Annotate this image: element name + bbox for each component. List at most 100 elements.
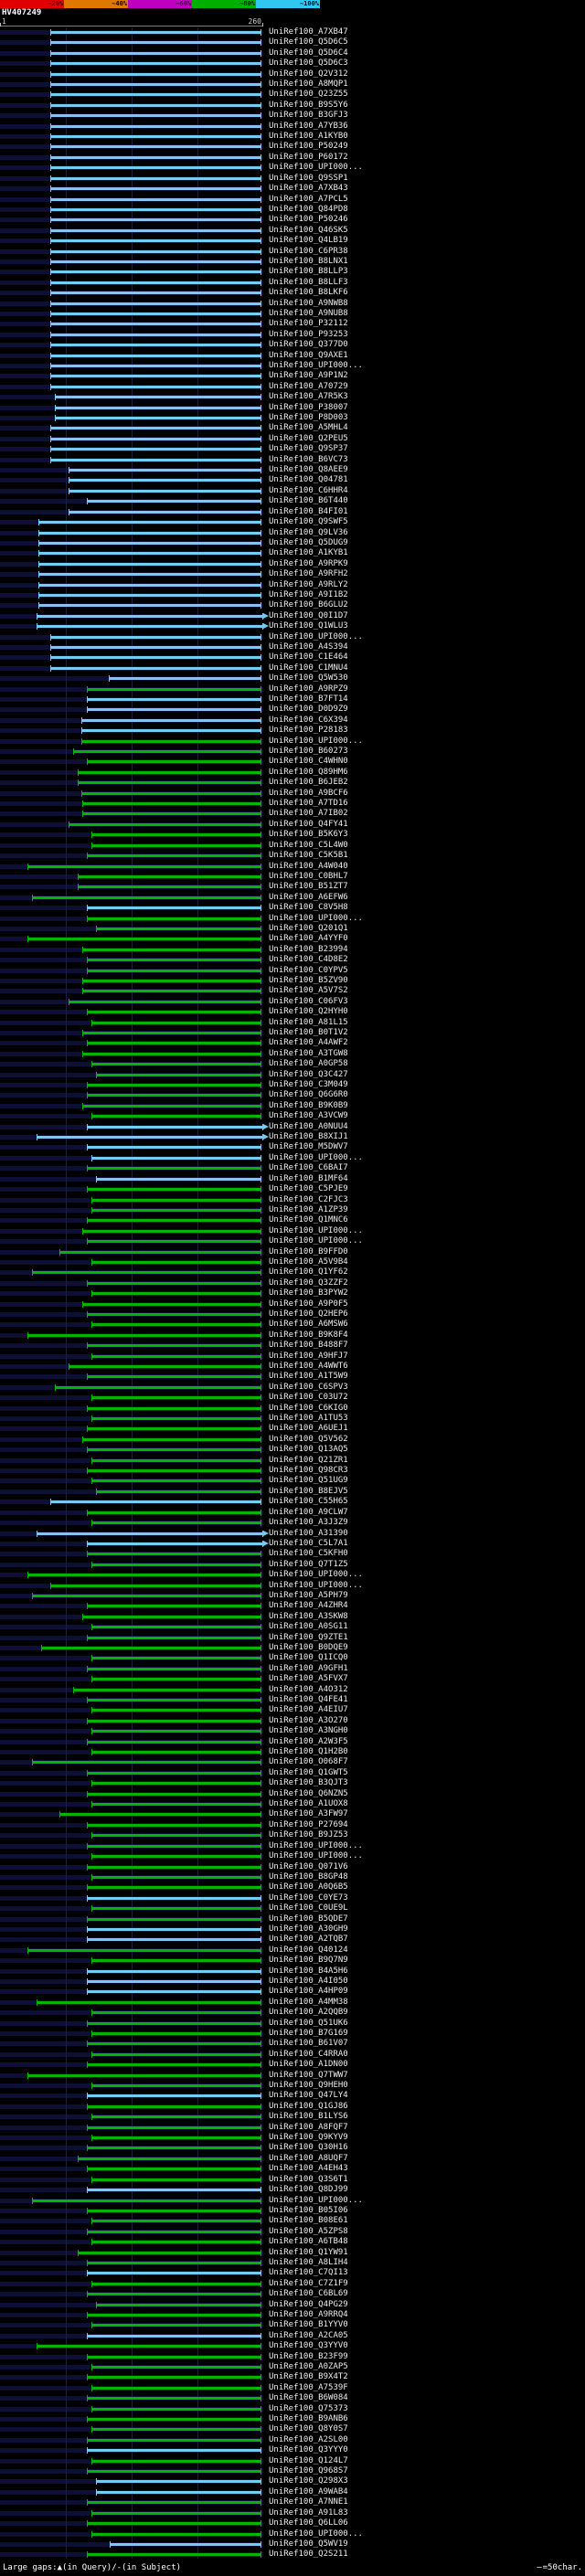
alignment-bar[interactable] [87,2499,261,2507]
hit-label[interactable]: UniRef100_A91L83 [269,2507,348,2518]
hit-label[interactable]: UniRef100_Q3YYY0 [269,2445,348,2455]
hit-label[interactable]: UniRef100_B0DQE9 [269,1642,348,1652]
alignment-bar[interactable] [87,758,261,766]
alignment-bar[interactable] [38,529,261,536]
hit-label[interactable]: UniRef100_B4A5H6 [269,1966,348,1976]
hit-label[interactable]: UniRef100_A2W3F5 [269,1736,348,1746]
hit-label[interactable]: UniRef100_P93253 [269,329,348,339]
alignment-bar[interactable] [50,122,262,130]
alignment-bar[interactable] [50,331,262,338]
alignment-bar[interactable] [69,998,262,1005]
hit-label[interactable]: UniRef100_B8GP48 [269,1871,348,1882]
alignment-bar[interactable] [87,1217,261,1224]
hit-label[interactable]: UniRef100_Q8Y0S7 [269,2424,348,2434]
alignment-bar[interactable] [90,1478,261,1485]
alignment-bar[interactable] [38,560,261,567]
hit-label[interactable]: UniRef100_A7XB47 [269,27,348,37]
alignment-bar[interactable] [87,2447,261,2454]
alignment-bar[interactable] [50,373,262,380]
alignment-bar[interactable] [69,487,262,494]
hit-label[interactable]: UniRef100_A5MHL4 [269,423,348,433]
alignment-bar[interactable] [50,446,262,453]
alignment-bar[interactable] [50,154,262,161]
hit-label[interactable]: UniRef100_Q5D6C5 [269,37,348,48]
alignment-bar[interactable] [87,1717,261,1724]
alignment-bar[interactable] [59,1811,262,1818]
alignment-bar[interactable] [90,2135,261,2142]
hit-label[interactable]: UniRef100_P27694 [269,1819,348,1829]
alignment-bar[interactable] [90,1457,261,1464]
hit-label[interactable]: UniRef100_C5KFH0 [269,1549,348,1559]
hit-label[interactable]: UniRef100_A0Q6B5 [269,1882,348,1892]
alignment-bar[interactable] [80,737,261,745]
alignment-bar[interactable] [90,1728,261,1735]
hit-label[interactable]: UniRef100_B6VC73 [269,454,348,464]
hit-label[interactable]: UniRef100_UPI000... [269,1152,363,1162]
alignment-bar[interactable] [38,550,261,557]
alignment-bar[interactable] [50,1582,262,1589]
hit-label[interactable]: UniRef100_Q4LB19 [269,236,348,246]
hit-label[interactable]: UniRef100_B6T440 [269,496,348,506]
alignment-bar[interactable] [87,2062,261,2069]
hit-label[interactable]: UniRef100_A9RPK9 [269,558,348,568]
hit-label[interactable]: UniRef100_A9P0F5 [269,1299,348,1309]
hit-label[interactable]: UniRef100_A8FQF7 [269,2122,348,2132]
alignment-bar[interactable] [90,1676,261,1683]
hit-label[interactable]: UniRef100_B1YYV0 [269,2320,348,2330]
hit-label[interactable]: UniRef100_B9S5Y6 [269,100,348,110]
hit-label[interactable]: UniRef100_B3QJT3 [269,1778,348,1788]
alignment-bar[interactable] [87,1279,261,1287]
alignment-bar[interactable] [69,467,262,474]
alignment-bar[interactable] [90,2364,261,2370]
alignment-bar[interactable] [87,1738,261,1745]
hit-label[interactable]: UniRef100_A0ZAP5 [269,2362,348,2371]
hit-label[interactable]: UniRef100_B3GFJ3 [269,111,348,121]
hit-label[interactable]: UniRef100_Q1WLU3 [269,621,348,631]
alignment-bar[interactable] [87,2019,261,2027]
alignment-bar[interactable] [41,1644,262,1651]
alignment-bar[interactable] [78,884,262,891]
alignment-bar[interactable] [90,832,261,839]
alignment-bar[interactable] [81,1102,261,1109]
alignment-bar[interactable] [80,716,261,724]
alignment-bar[interactable] [90,2384,261,2391]
alignment-bar[interactable] [87,1603,261,1610]
hit-label[interactable]: UniRef100_Q9ZTE1 [269,1632,348,1642]
hit-label[interactable]: UniRef100_B51ZT7 [269,882,348,892]
hit-label[interactable]: UniRef100_B60273 [269,747,348,757]
hit-label[interactable]: UniRef100_A9BCF6 [269,788,348,798]
alignment-bar[interactable] [78,2249,262,2256]
hit-label[interactable]: UniRef100_A30GH9 [269,1924,348,1934]
hit-label[interactable]: UniRef100_A0GP58 [269,1059,348,1069]
alignment-bar[interactable] [50,248,262,255]
alignment-bar[interactable] [36,1134,269,1141]
alignment-bar[interactable] [90,2530,261,2538]
alignment-bar[interactable] [32,894,262,901]
alignment-bar[interactable] [27,863,261,870]
alignment-bar[interactable] [87,696,261,703]
alignment-bar[interactable] [59,1248,262,1256]
alignment-bar[interactable] [96,1175,261,1182]
alignment-bar[interactable] [90,1520,261,1527]
alignment-bar[interactable] [81,946,261,953]
alignment-bar[interactable] [81,1050,261,1057]
alignment-bar[interactable] [80,790,261,797]
alignment-bar[interactable] [38,571,261,578]
hit-label[interactable]: UniRef100_C6BL69 [269,2289,348,2299]
alignment-bar[interactable] [38,591,261,599]
hit-label[interactable]: UniRef100_A5V9B4 [269,1256,348,1267]
alignment-bar[interactable] [87,2332,261,2339]
hit-label[interactable]: UniRef100_Q13AQ5 [269,1445,348,1455]
hit-label[interactable]: UniRef100_P50249 [269,142,348,152]
hit-label[interactable]: UniRef100_P38007 [269,402,348,412]
alignment-bar[interactable] [87,1925,261,1933]
hit-label[interactable]: UniRef100_A9NUB8 [269,308,348,318]
hit-label[interactable]: UniRef100_Q2S211 [269,2549,348,2560]
alignment-bar[interactable] [87,2374,261,2381]
hit-label[interactable]: UniRef100_Q51UG9 [269,1476,348,1486]
alignment-bar[interactable] [27,936,261,943]
alignment-bar[interactable] [87,498,261,505]
alignment-bar[interactable] [50,1499,262,1506]
hit-label[interactable]: UniRef100_A81L15 [269,1017,348,1027]
hit-label[interactable]: UniRef100_Q46SK5 [269,225,348,235]
